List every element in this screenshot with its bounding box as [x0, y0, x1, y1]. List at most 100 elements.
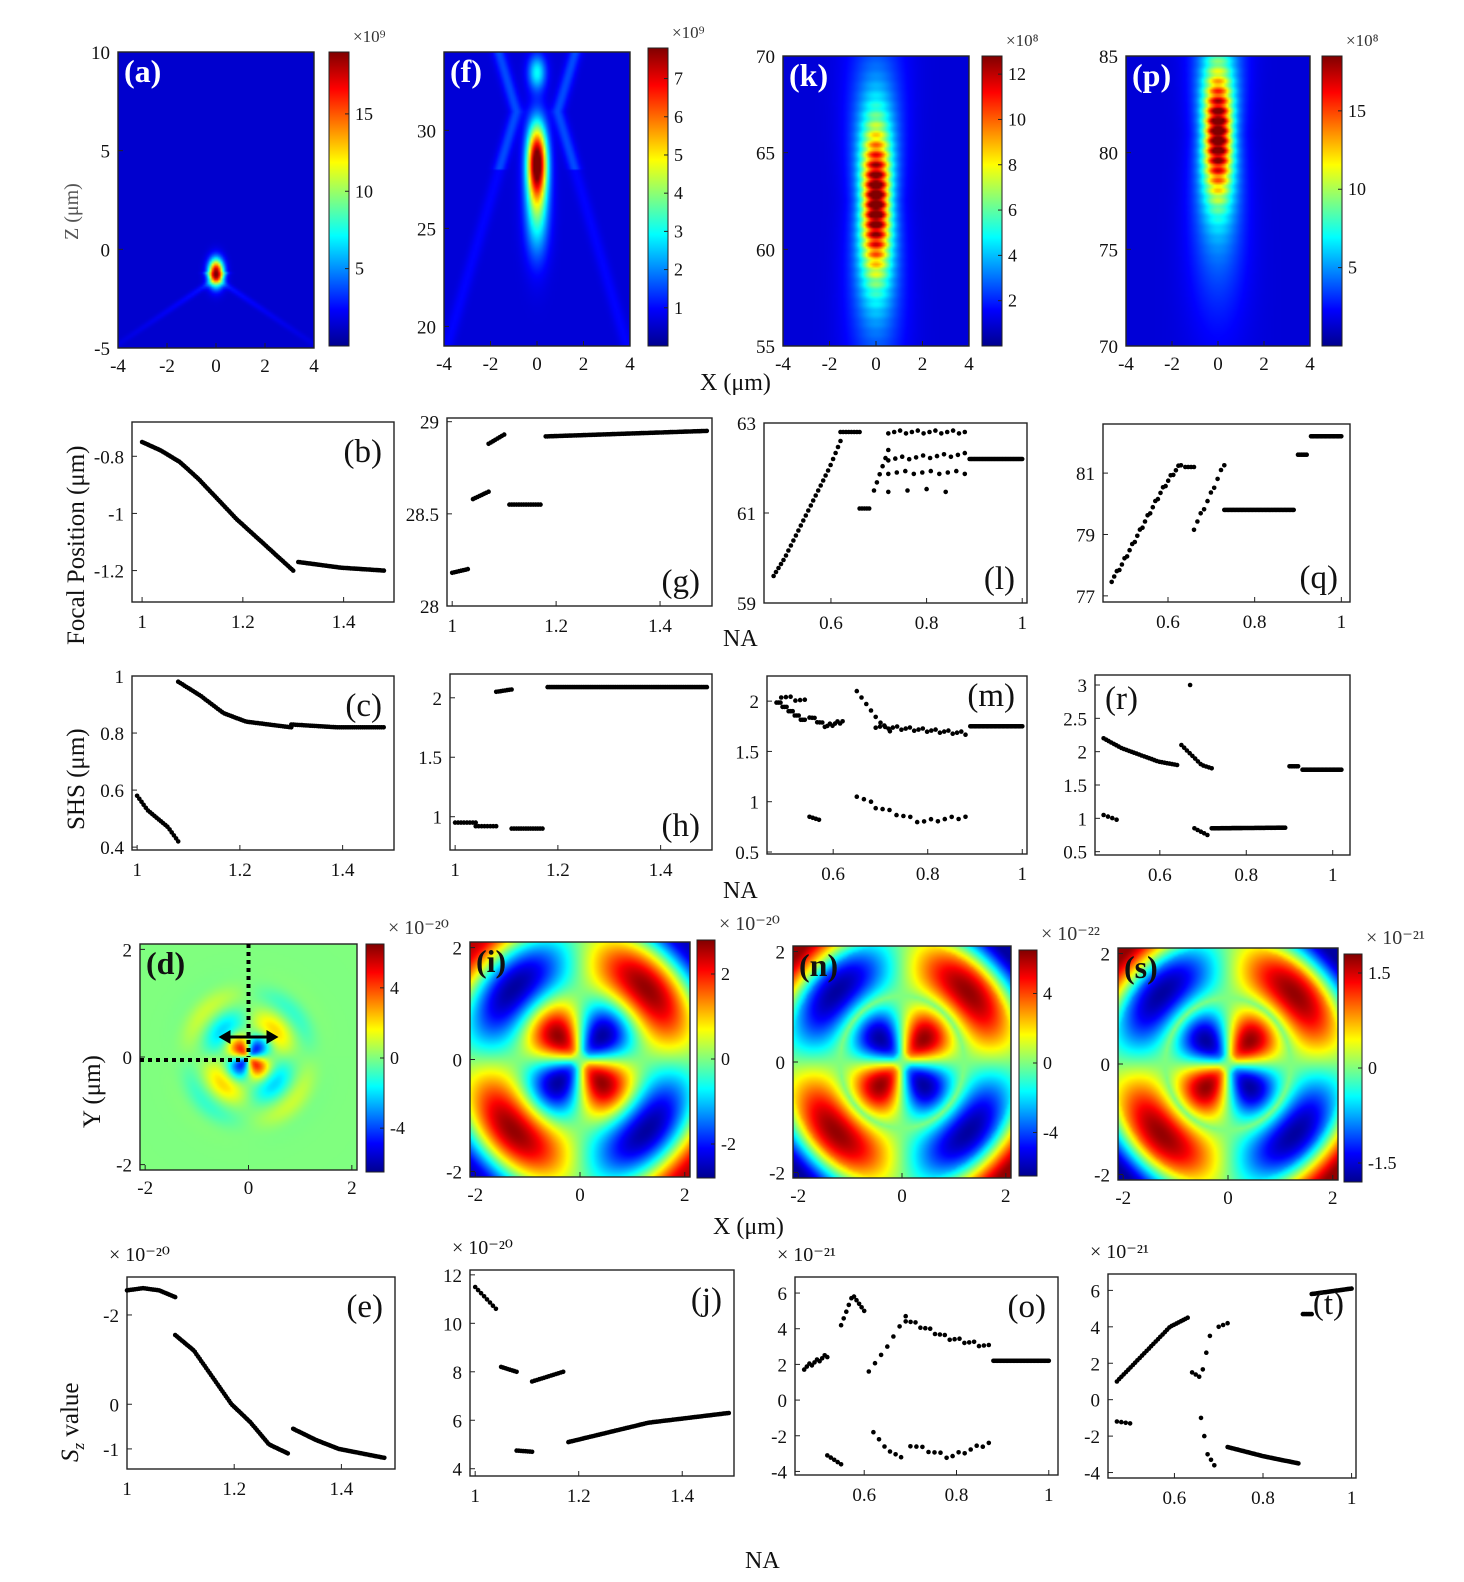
data-point [1282, 825, 1288, 830]
data-point [786, 548, 791, 553]
data-point [478, 1290, 484, 1296]
data-point [929, 728, 934, 733]
data-point [486, 489, 491, 495]
arrow-head-left [218, 1030, 231, 1044]
data-point [886, 447, 891, 453]
y-tick-label: 0.4 [100, 838, 124, 859]
data-point [981, 1343, 987, 1348]
data-point [920, 453, 926, 458]
x-tick-label: 1.4 [649, 860, 673, 881]
y-tick-label: 55 [756, 337, 775, 358]
na-label-row3: NA [723, 878, 758, 904]
data-point [885, 1344, 890, 1349]
y-tick-label: -5 [94, 339, 110, 360]
y-tick-label: 28.5 [406, 505, 439, 526]
data-point [1117, 567, 1122, 573]
svg-text:Sz value: Sz value [57, 1382, 88, 1462]
data-point [868, 708, 874, 713]
x-tick-label: 2 [680, 1185, 690, 1206]
data-point [956, 816, 961, 822]
heatmap-image-f [444, 52, 630, 346]
y-tick-label: 70 [1099, 337, 1118, 358]
x-tick-label: 2 [918, 354, 928, 375]
colorbar [647, 47, 669, 347]
data-point [475, 1287, 481, 1293]
data-point [882, 1444, 887, 1449]
data-point [806, 508, 811, 513]
y-tick-label: 0.6 [100, 781, 124, 802]
data-point [820, 478, 826, 483]
data-point [815, 488, 821, 493]
data-point [887, 807, 892, 813]
x-tick-label: 0.8 [915, 613, 939, 634]
data-point [876, 1437, 882, 1442]
y-tick-label: -2 [116, 1156, 132, 1177]
scatter-panel-h: 1 1.2 1.4 1 1.5 2 (h) [418, 673, 713, 881]
data-point [901, 813, 906, 819]
x-tick-label: 4 [1305, 354, 1315, 375]
data-point [949, 814, 954, 820]
colorbar-tick-label: 4 [390, 978, 399, 998]
data-point [1124, 554, 1130, 559]
sz-value-label: Sz value [57, 1382, 88, 1462]
data-point [911, 471, 917, 477]
data-point [791, 538, 796, 543]
colorbar-tick-label: 2 [1008, 291, 1017, 311]
data-point [928, 468, 934, 474]
data-point [1174, 762, 1180, 768]
x-axis-label-row1: X (μm) [700, 370, 771, 396]
colorbar-tick-label: 10 [1348, 179, 1366, 199]
scatter-panel-t: 0.6 0.8 1 -4 -2 0 2 4 6 × 10⁻²¹ (t) [1084, 1241, 1357, 1509]
colorbar-tick-label: 15 [355, 104, 373, 124]
heatmap-panel-s: -2 0 2 -2 0 2 (s) -1.5 0 1.5 × 10⁻²¹ [1094, 927, 1425, 1209]
data-point [939, 431, 944, 436]
colorbar-exponent: ×10⁸ [1006, 31, 1039, 50]
y-tick-label: 61 [737, 504, 756, 525]
data-point [861, 796, 867, 802]
data-point [1207, 1333, 1213, 1339]
data-point [971, 1339, 977, 1345]
x-tick-label: 0 [211, 356, 221, 377]
data-point [976, 1343, 982, 1349]
data-point [813, 493, 818, 498]
data-point [828, 462, 833, 468]
data-point [956, 431, 962, 436]
y-tick-label: 1.5 [735, 742, 759, 763]
y-tick-label: -1 [103, 1440, 119, 1461]
data-point [793, 698, 798, 703]
data-point [771, 573, 776, 579]
y-tick-label: 59 [737, 594, 756, 615]
data-point [882, 723, 887, 728]
data-point [778, 695, 784, 700]
x-tick-label: -2 [1115, 1188, 1131, 1209]
colorbar-tick-label: 5 [355, 259, 364, 279]
data-point [947, 1337, 952, 1343]
colorbar-tick-label: 7 [674, 69, 683, 89]
colorbar-tick-label: 1 [674, 298, 683, 318]
y-tick-label: 65 [756, 144, 775, 165]
data-point [1196, 1374, 1202, 1379]
x-tick-label: 1.4 [331, 860, 355, 881]
y-tick-label: 0.5 [1063, 843, 1087, 864]
data-point [937, 1332, 943, 1337]
data-point [1178, 463, 1184, 468]
data-point [877, 472, 882, 477]
data-point [920, 1444, 925, 1450]
y-tick-label: 4 [1091, 1318, 1101, 1339]
data-point [874, 480, 880, 485]
colorbar-tick-label: 10 [1008, 109, 1026, 129]
y-tick-label: 2 [1101, 945, 1111, 966]
data-point [790, 708, 795, 714]
panel-label-d: (d) [146, 945, 185, 981]
data-point [175, 839, 181, 844]
data-point [894, 470, 900, 475]
x-tick-label: 1 [1044, 1485, 1054, 1506]
heatmap-panel-i: -2 0 2 -2 0 2 (i) -2 0 2 × 10⁻²⁰ [446, 913, 780, 1206]
heatmap-panel-p: -4 -2 0 2 4 70 75 80 85 (p) 5 10 15 ×10⁸ [1099, 31, 1379, 375]
data-point [932, 1331, 938, 1337]
data-point [838, 1322, 844, 1328]
x-tick-label: 2 [347, 1178, 357, 1199]
y-tick-label: 81 [1076, 464, 1095, 485]
data-point [1208, 1457, 1214, 1463]
data-point [854, 688, 860, 694]
